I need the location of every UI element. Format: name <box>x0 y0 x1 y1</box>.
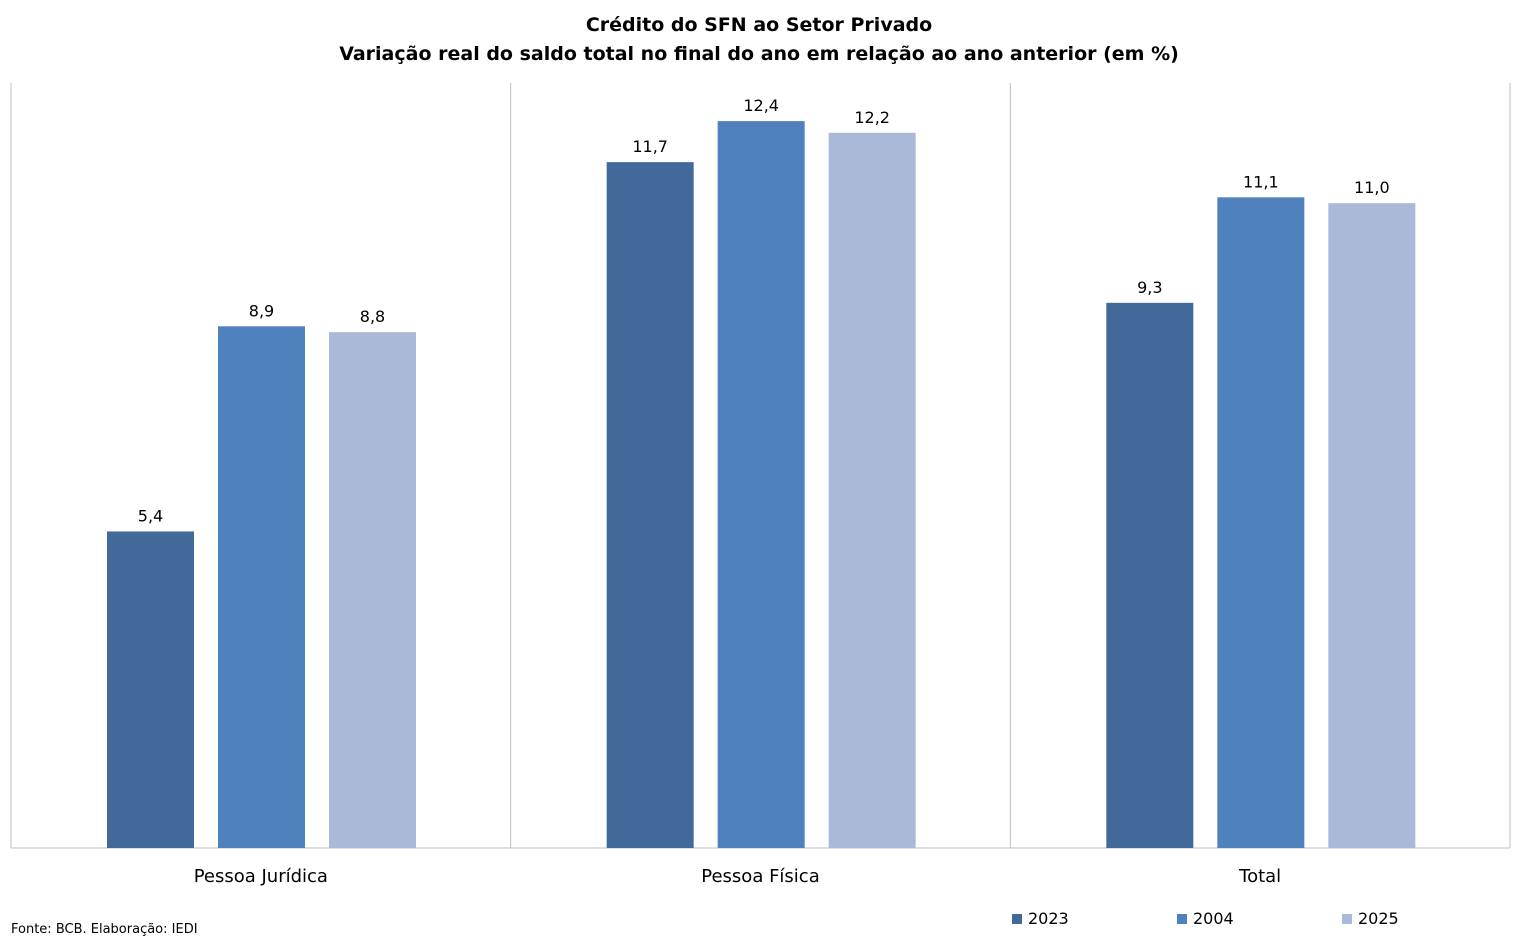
bar-2023 <box>107 531 194 848</box>
legend-swatch <box>1012 913 1022 924</box>
x-tick-label: Total <box>1238 866 1281 887</box>
legend-label: 2025 <box>1358 909 1399 928</box>
data-label: 11,0 <box>1354 178 1390 197</box>
chart-title: Crédito do SFN ao Setor Privado <box>585 14 933 36</box>
bar-2004 <box>1217 197 1305 848</box>
legend-label: 2023 <box>1028 909 1069 928</box>
bar-2004 <box>218 326 305 848</box>
bar-2025 <box>1328 203 1416 848</box>
bar-2023 <box>606 162 694 848</box>
data-label: 12,2 <box>854 108 890 127</box>
legend-item-2025: 2025 <box>1342 909 1399 928</box>
x-tick-label: Pessoa Jurídica <box>194 866 328 887</box>
data-label: 11,1 <box>1243 172 1279 191</box>
chart-subtitle: Variação real do saldo total no final do… <box>339 43 1179 65</box>
x-tick-label: Pessoa Física <box>701 866 819 887</box>
bar-2025 <box>828 132 916 849</box>
data-label: 8,9 <box>249 301 274 320</box>
data-label: 8,8 <box>360 307 385 326</box>
bar-2004 <box>717 121 805 848</box>
source-note: Fonte: BCB. Elaboração: IEDI <box>11 922 198 937</box>
data-label: 9,3 <box>1137 278 1162 297</box>
data-label: 5,4 <box>138 506 163 525</box>
legend-item-2023: 2023 <box>1012 909 1069 928</box>
bar-2023 <box>1106 302 1194 848</box>
data-label: 12,4 <box>743 96 779 115</box>
legend-item-2004: 2004 <box>1177 909 1234 928</box>
legend-swatch <box>1177 913 1187 924</box>
legend-label: 2004 <box>1193 909 1234 928</box>
legend-swatch <box>1342 913 1352 924</box>
bar-2025 <box>329 332 416 848</box>
data-label: 11,7 <box>632 137 668 156</box>
